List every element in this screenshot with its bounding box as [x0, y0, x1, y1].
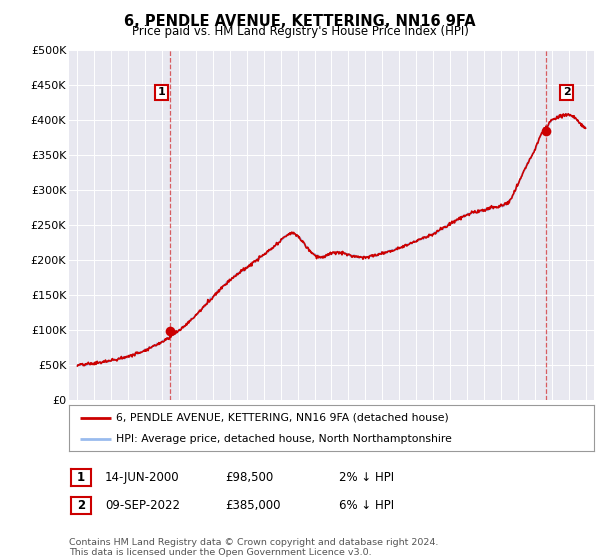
Text: 1: 1 [77, 470, 85, 484]
Text: £385,000: £385,000 [225, 498, 281, 512]
Text: Contains HM Land Registry data © Crown copyright and database right 2024.
This d: Contains HM Land Registry data © Crown c… [69, 538, 439, 557]
Text: 2% ↓ HPI: 2% ↓ HPI [339, 470, 394, 484]
Text: 1: 1 [157, 87, 165, 97]
Text: 6% ↓ HPI: 6% ↓ HPI [339, 498, 394, 512]
Text: 09-SEP-2022: 09-SEP-2022 [105, 498, 180, 512]
Text: HPI: Average price, detached house, North Northamptonshire: HPI: Average price, detached house, Nort… [116, 435, 452, 444]
Text: 6, PENDLE AVENUE, KETTERING, NN16 9FA: 6, PENDLE AVENUE, KETTERING, NN16 9FA [124, 14, 476, 29]
Text: 6, PENDLE AVENUE, KETTERING, NN16 9FA (detached house): 6, PENDLE AVENUE, KETTERING, NN16 9FA (d… [116, 413, 449, 423]
Text: 14-JUN-2000: 14-JUN-2000 [105, 470, 179, 484]
Text: Price paid vs. HM Land Registry's House Price Index (HPI): Price paid vs. HM Land Registry's House … [131, 25, 469, 38]
Text: £98,500: £98,500 [225, 470, 273, 484]
Text: 2: 2 [77, 498, 85, 512]
Text: 2: 2 [563, 87, 571, 97]
